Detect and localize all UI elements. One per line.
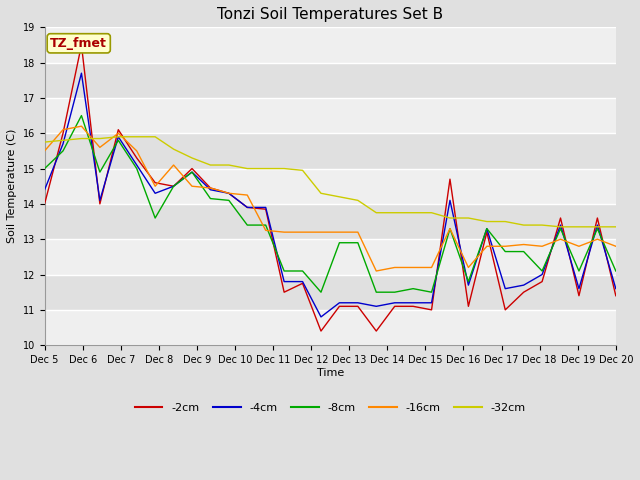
Bar bbox=[45, 168, 616, 204]
Bar bbox=[45, 239, 616, 275]
X-axis label: Time: Time bbox=[317, 368, 344, 378]
Y-axis label: Soil Temperature (C): Soil Temperature (C) bbox=[7, 129, 17, 243]
Bar bbox=[45, 98, 616, 133]
Bar bbox=[45, 27, 616, 62]
Title: Tonzi Soil Temperatures Set B: Tonzi Soil Temperatures Set B bbox=[217, 7, 444, 22]
Legend: -2cm, -4cm, -8cm, -16cm, -32cm: -2cm, -4cm, -8cm, -16cm, -32cm bbox=[130, 398, 530, 417]
Text: TZ_fmet: TZ_fmet bbox=[51, 37, 107, 50]
Bar bbox=[45, 310, 616, 345]
